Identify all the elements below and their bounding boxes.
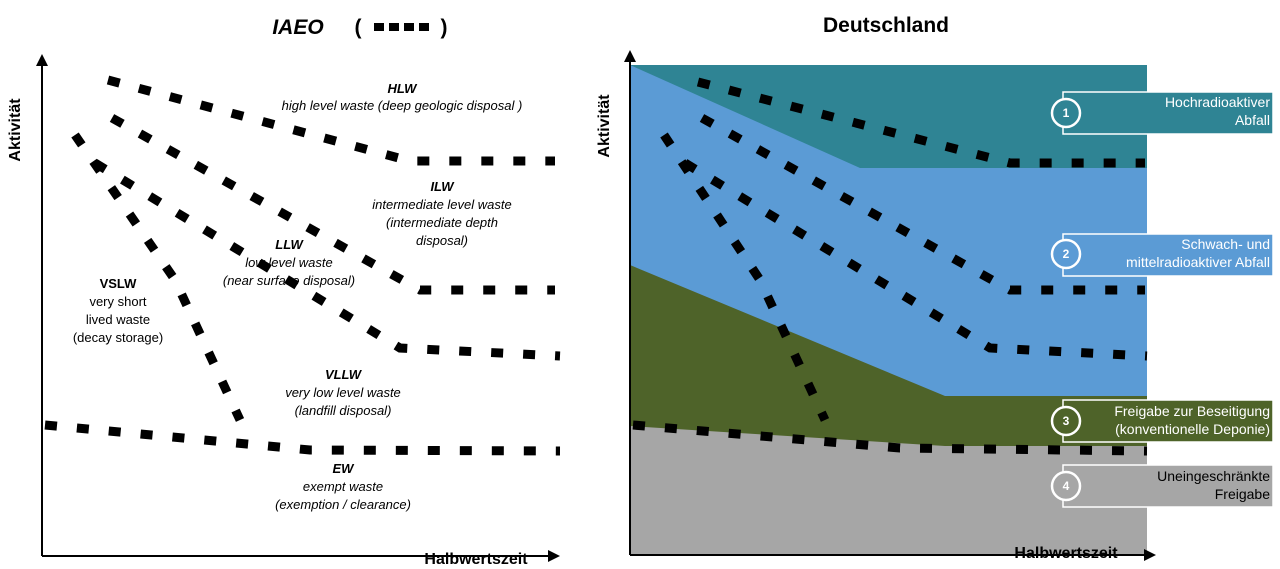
legend-box-2 (1062, 233, 1274, 277)
iaeo-line-llw (92, 159, 561, 361)
ew-desc-line-1: exempt waste (303, 479, 383, 494)
llw-desc-line-1: low level waste (245, 255, 332, 270)
legend-text-1-line-1: Hochradioaktiver (1165, 94, 1270, 110)
legend-number-3: 3 (1063, 414, 1070, 428)
iaeo-label-llw: LLW low level waste (near surface dispos… (223, 237, 355, 288)
legend-badge-1 (1050, 97, 1082, 129)
iaeo-title: IAEO (272, 16, 323, 39)
legend-item-2: 2 Schwach- und mittelradioaktiver Abfall (1050, 233, 1274, 277)
iaeo-label-vllw: VLLW very low level waste (landfill disp… (285, 367, 401, 418)
legend-number-4: 4 (1063, 479, 1070, 493)
iaeo-boundary-lines (44, 75, 561, 456)
legend-badge-3 (1050, 405, 1082, 437)
legend-item-4: 4 Uneingeschränkte Freigabe (1050, 464, 1274, 508)
iaeo-y-axis-label: Aktivität (7, 98, 24, 162)
deutschland-panel: Deutschland Aktivität Halbwertszeit 1 Ho… (596, 14, 1274, 562)
hlw-desc-line-1: high level waste (deep geologic disposal… (282, 98, 523, 113)
vllw-name: VLLW (325, 367, 363, 382)
legend-box-4 (1062, 464, 1274, 508)
deutschland-line-2 (699, 114, 1145, 295)
vslw-desc-line-2: lived waste (86, 312, 150, 327)
region-uneingeschraenkt (630, 426, 1147, 555)
legend-badge-2 (1050, 238, 1082, 270)
llw-desc-line-2: (near surface disposal) (223, 273, 355, 288)
iaeo-line-hlw (106, 75, 555, 166)
iaeo-line-ilw (109, 114, 555, 295)
legend-text-1-line-2: Abfall (1235, 112, 1270, 128)
legend-box-3 (1062, 399, 1274, 443)
deutschland-line-1 (696, 77, 1145, 168)
iaeo-line-ew (44, 420, 561, 456)
legend-number-1: 1 (1063, 106, 1070, 120)
deutschland-title: Deutschland (823, 14, 949, 37)
ilw-desc-line-2: (intermediate depth (386, 215, 498, 230)
vslw-desc-line-3: (decay storage) (73, 330, 163, 345)
iaeo-label-ilw: ILW intermediate level waste (intermedia… (372, 179, 511, 248)
ilw-desc-line-3: disposal) (416, 233, 468, 248)
legend-item-1: 1 Hochradioaktiver Abfall (1050, 91, 1274, 135)
deutschland-line-3 (682, 159, 1148, 361)
llw-name: LLW (275, 237, 304, 252)
legend-text-2-line-2: mittelradioaktiver Abfall (1126, 254, 1270, 270)
ilw-name: ILW (430, 179, 455, 194)
iaeo-paren-close: ) (441, 16, 448, 39)
legend-text-4-line-1: Uneingeschränkte (1157, 468, 1270, 484)
legend-text-3-line-2: (konventionelle Deponie) (1115, 421, 1270, 437)
ew-name: EW (333, 461, 356, 476)
legend-box-1 (1062, 91, 1274, 135)
legend-text-4-line-2: Freigabe (1215, 486, 1270, 502)
vllw-desc-line-1: very low level waste (285, 385, 401, 400)
legend-number-2: 2 (1063, 247, 1070, 261)
vllw-desc-line-2: (landfill disposal) (295, 403, 392, 418)
vslw-desc-line-1: very short (89, 294, 146, 309)
deutschland-y-axis-label: Aktivität (596, 94, 613, 158)
iaeo-label-hlw: HLW high level waste (deep geologic disp… (282, 81, 523, 113)
legend-text-2-line-1: Schwach- und (1181, 236, 1270, 252)
deutschland-boundary-lines (632, 77, 1148, 456)
legend-item-3: 3 Freigabe zur Beseitigung (konventionel… (1050, 399, 1274, 443)
legend-text-3-line-1: Freigabe zur Beseitigung (1114, 403, 1270, 419)
deutschland-line-5 (632, 420, 1148, 456)
vslw-name: VSLW (100, 276, 138, 291)
iaeo-label-ew: EW exempt waste (exemption / clearance) (275, 461, 411, 512)
iaeo-x-axis-label: Halbwertszeit (424, 551, 528, 568)
iaeo-label-vslw: VSLW very short lived waste (decay stora… (73, 276, 163, 345)
ilw-desc-line-1: intermediate level waste (372, 197, 511, 212)
legend-badge-4 (1050, 470, 1082, 502)
iaeo-panel: IAEO ( ) Aktivität Halbwertszeit HLW hig… (7, 16, 561, 568)
iaeo-paren-open: ( (355, 16, 362, 39)
deutschland-x-axis-label: Halbwertszeit (1014, 545, 1118, 562)
hlw-name: HLW (388, 81, 419, 96)
ew-desc-line-2: (exemption / clearance) (275, 497, 411, 512)
